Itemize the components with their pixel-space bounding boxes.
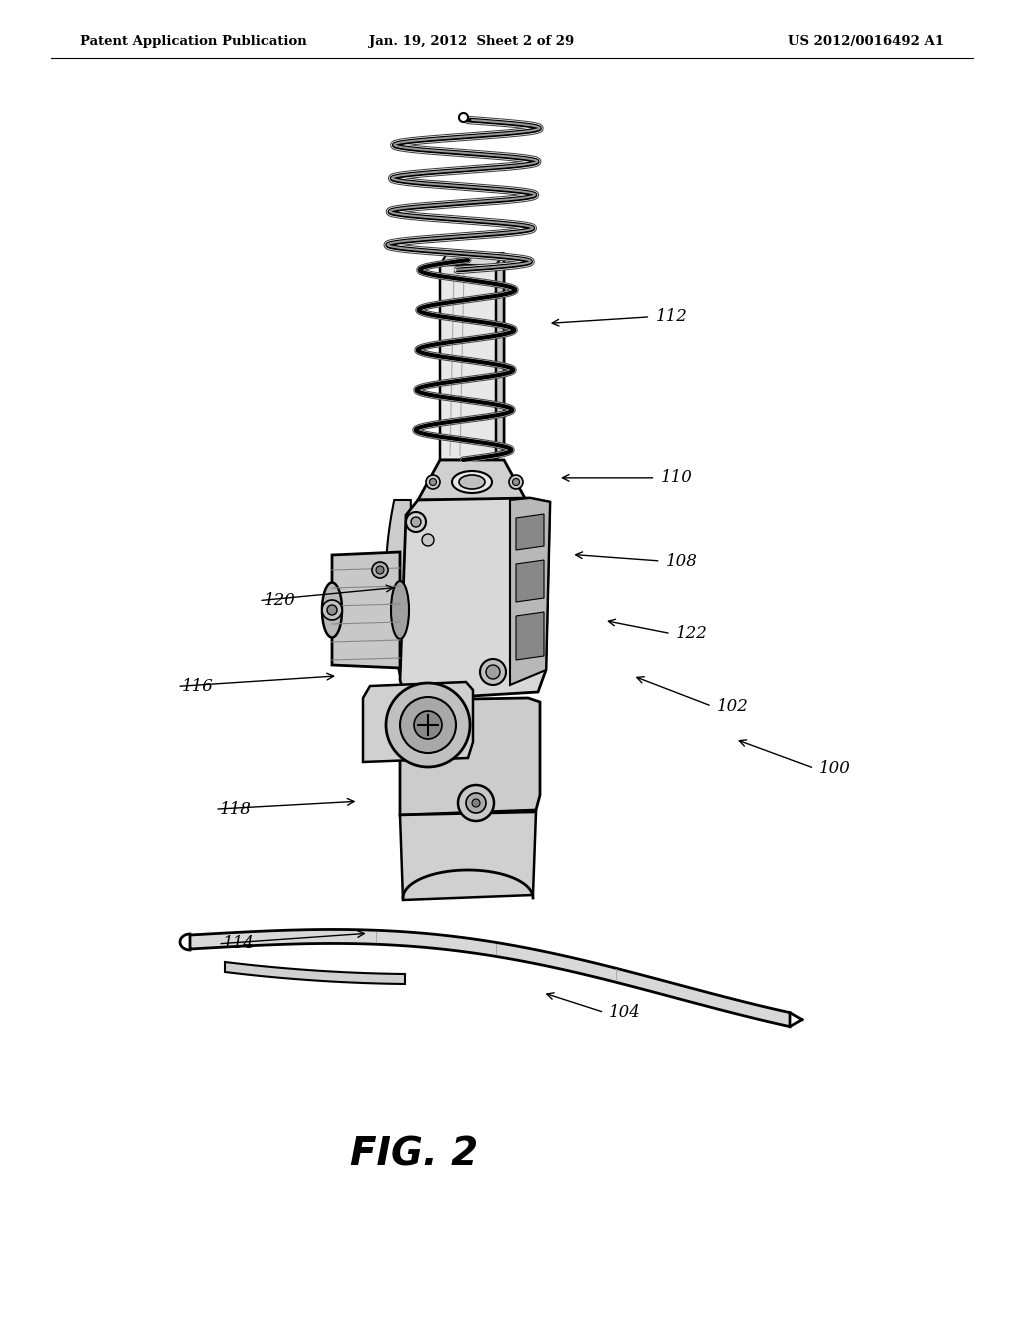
Polygon shape — [190, 929, 790, 1027]
Polygon shape — [386, 500, 411, 700]
Text: Jan. 19, 2012  Sheet 2 of 29: Jan. 19, 2012 Sheet 2 of 29 — [370, 36, 574, 48]
Circle shape — [406, 512, 426, 532]
Text: 104: 104 — [609, 1005, 641, 1020]
Text: 114: 114 — [223, 936, 255, 952]
Text: 108: 108 — [666, 553, 697, 569]
Polygon shape — [516, 560, 544, 602]
Circle shape — [509, 475, 523, 488]
Text: 110: 110 — [660, 470, 692, 486]
Circle shape — [426, 475, 440, 488]
Text: 100: 100 — [819, 760, 851, 776]
Text: FIG. 2: FIG. 2 — [350, 1137, 478, 1173]
Circle shape — [386, 682, 470, 767]
Circle shape — [372, 562, 388, 578]
Text: 102: 102 — [717, 698, 749, 714]
Polygon shape — [440, 253, 504, 459]
Circle shape — [322, 601, 342, 620]
Circle shape — [376, 566, 384, 574]
Circle shape — [480, 659, 506, 685]
Circle shape — [411, 517, 421, 527]
Ellipse shape — [391, 581, 409, 639]
Text: 120: 120 — [264, 593, 296, 609]
Circle shape — [486, 665, 500, 678]
Polygon shape — [510, 498, 550, 685]
Polygon shape — [516, 513, 544, 550]
Polygon shape — [362, 682, 473, 762]
Text: 116: 116 — [182, 678, 214, 694]
Ellipse shape — [322, 582, 342, 638]
Polygon shape — [332, 552, 400, 668]
Circle shape — [512, 479, 519, 486]
Polygon shape — [400, 698, 540, 814]
Ellipse shape — [452, 471, 492, 492]
Polygon shape — [225, 962, 406, 983]
Polygon shape — [400, 812, 536, 900]
Circle shape — [414, 711, 442, 739]
Polygon shape — [516, 612, 544, 660]
Polygon shape — [440, 253, 504, 265]
Polygon shape — [496, 253, 504, 459]
Circle shape — [472, 799, 480, 807]
Text: US 2012/0016492 A1: US 2012/0016492 A1 — [788, 36, 944, 48]
Polygon shape — [418, 459, 526, 500]
Circle shape — [400, 697, 456, 752]
Circle shape — [327, 605, 337, 615]
Polygon shape — [400, 498, 550, 700]
Ellipse shape — [459, 475, 485, 488]
Circle shape — [429, 479, 436, 486]
Circle shape — [422, 535, 434, 546]
Text: 112: 112 — [655, 309, 687, 325]
Circle shape — [466, 793, 486, 813]
Text: 122: 122 — [676, 626, 708, 642]
Circle shape — [458, 785, 494, 821]
Text: Patent Application Publication: Patent Application Publication — [80, 36, 307, 48]
Text: 118: 118 — [220, 801, 252, 817]
